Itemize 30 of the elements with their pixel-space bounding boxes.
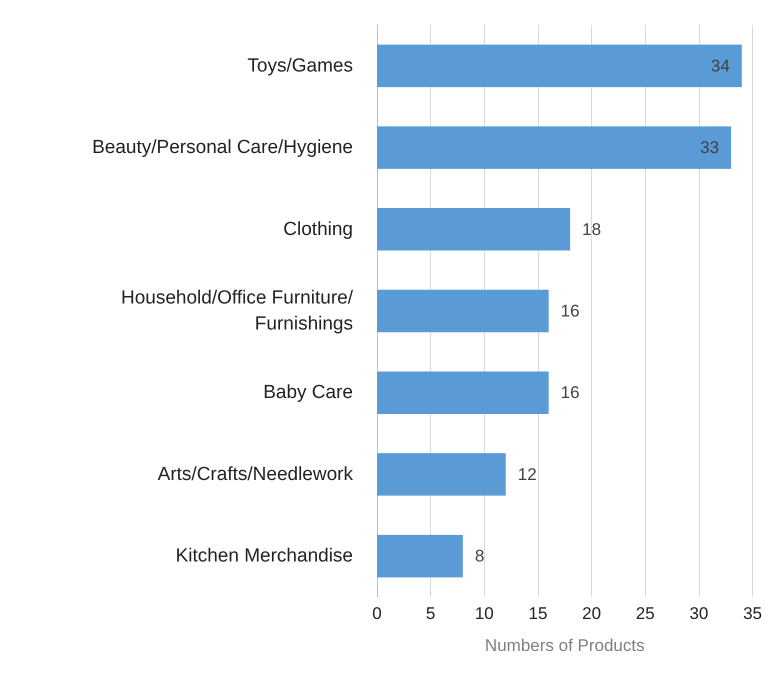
- data-label: 8: [474, 546, 484, 566]
- y-tick-label: Beauty/Personal Care/Hygiene: [92, 137, 353, 158]
- bar: [377, 126, 732, 169]
- x-tick-label: 30: [689, 604, 708, 623]
- bar: [377, 208, 570, 251]
- x-tick-label: 10: [474, 604, 494, 623]
- data-label: 16: [560, 302, 580, 320]
- data-label: 33: [700, 138, 720, 158]
- bar: [377, 371, 549, 414]
- y-tick-label: Baby Care: [263, 382, 353, 404]
- y-tick-label: Toys/Games: [247, 55, 353, 76]
- data-label: 34: [710, 56, 730, 76]
- data-label: 18: [582, 220, 602, 239]
- data-label: 12: [518, 464, 537, 484]
- x-axis-title: Numbers of Products: [484, 636, 645, 655]
- bar: [377, 534, 463, 578]
- x-tick-label: 35: [743, 604, 762, 623]
- y-tick-label: Kitchen Merchandise: [176, 546, 353, 567]
- x-tick-label: 25: [636, 604, 655, 623]
- bar: [377, 44, 742, 88]
- bar: [377, 453, 506, 496]
- y-tick-label: Clothing: [283, 218, 353, 240]
- x-tick-label: 0: [372, 604, 382, 623]
- data-label: 16: [560, 383, 580, 402]
- y-tick-label: Household/Office Furniture/Furnishings: [121, 288, 354, 334]
- x-tick-label: 20: [582, 604, 602, 623]
- y-tick-label: Arts/Crafts/Needlework: [158, 464, 354, 485]
- x-tick-label: 5: [426, 604, 436, 623]
- bar: [377, 290, 549, 332]
- x-tick-label: 15: [528, 604, 548, 623]
